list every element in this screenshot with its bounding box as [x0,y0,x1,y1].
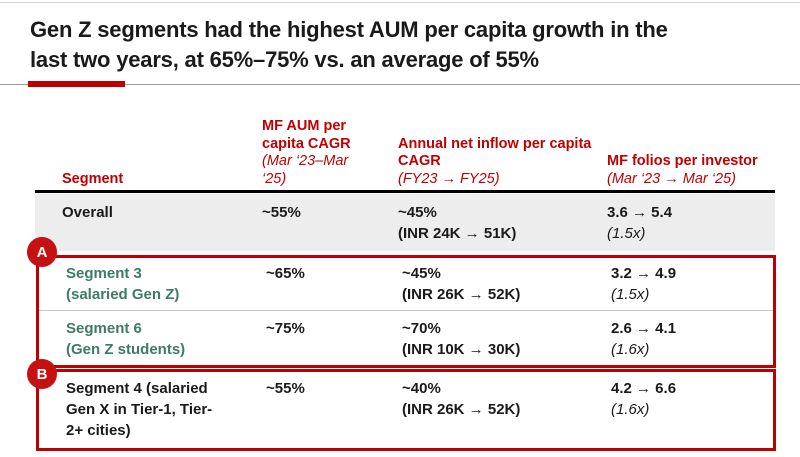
segment3-name: Segment 3 [66,265,142,282]
title-rule-red-accent [28,81,125,87]
top-hairline [0,2,800,3]
segment4-aum-value: ~55% [266,380,305,397]
segment3-inflow-value: ~45% [402,265,441,282]
segment3-inflow-note: (INR 26K → 52K) [402,286,521,303]
highlight-box-group-b: Segment 4 (salaried Gen X in Tier-1, Tie… [36,369,776,451]
group-a-badge: A [27,237,57,267]
column-header-aum-title: MF AUM per capita CAGR [262,118,351,152]
segment3-aum-value: ~65% [266,265,305,282]
segment3-folios-cell: 3.2 → 4.9 (1.5x) [611,263,771,305]
table-header-row: Segment MF AUM per capita CAGR (Mar ‘23–… [0,98,800,190]
segment6-aum-value: ~75% [266,320,305,337]
column-header-folios-subtitle: (Mar ‘23 → Mar ‘25) [607,170,736,187]
highlight-box-group-a: Segment 3 (salaried Gen Z) ~65% ~45% (IN… [36,255,776,368]
segment6-folios-value: 2.6 → 4.1 [611,320,677,337]
column-header-inflow-title: Annual net inflow per capita CAGR [398,135,592,170]
segment6-segment-cell: Segment 6 (Gen Z students) [66,318,226,360]
page-title: Gen Z segments had the highest AUM per c… [30,15,770,75]
column-header-aum-subtitle: (Mar ‘23–Mar ‘25) [262,153,349,187]
page-title-line1: Gen Z segments had the highest AUM per c… [30,17,668,42]
overall-segment-cell: Overall [62,202,222,223]
column-header-folios-title: MF folios per investor [607,153,758,169]
segment6-inflow-cell: ~70% (INR 10K → 30K) [402,318,607,360]
column-header-folios: MF folios per investor (Mar ‘23 → Mar ‘2… [607,153,779,188]
segment6-description: (Gen Z students) [66,341,186,358]
table-row-overall: Overall ~55% ~45% (INR 24K → 51K) 3.6 → … [35,194,775,251]
segment4-name: Segment 4 (salaried Gen X in Tier-1, Tie… [66,380,213,439]
segment4-inflow-cell: ~40% (INR 26K → 52K) [402,378,607,420]
column-header-segment: Segment [62,171,222,189]
column-header-inflow-subtitle: (FY23 → FY25) [398,170,500,187]
segment6-folios-cell: 2.6 → 4.1 (1.6x) [611,318,771,360]
column-header-inflow-cagr: Annual net inflow per capita CAGR (FY23 … [398,136,594,189]
segment4-folios-multiplier: (1.6x) [611,401,650,418]
segment6-inflow-value: ~70% [402,320,441,337]
column-header-aum-cagr: MF AUM per capita CAGR (Mar ‘23–Mar ‘25) [262,118,368,188]
overall-folios-cell: 3.6 → 5.4 (1.5x) [607,202,767,244]
group-b-badge: B [27,359,57,389]
overall-inflow-value: ~45% [398,204,437,221]
segment6-inflow-note: (INR 10K → 30K) [402,341,521,358]
segment3-folios-multiplier: (1.5x) [611,286,650,303]
segment6-aum-cell: ~75% [266,318,366,339]
segment4-folios-value: 4.2 → 6.6 [611,380,677,397]
overall-inflow-cell: ~45% (INR 24K → 51K) [398,202,603,244]
overall-inflow-note: (INR 24K → 51K) [398,225,517,242]
group-a-row-divider [39,310,773,311]
title-rule-gray [0,84,800,85]
segment3-segment-cell: Segment 3 (salaried Gen Z) [66,263,226,305]
segment3-folios-value: 3.2 → 4.9 [611,265,677,282]
segment4-inflow-note: (INR 26K → 52K) [402,401,521,418]
overall-segment-label: Overall [62,204,113,221]
segment4-aum-cell: ~55% [266,378,366,399]
segment4-segment-cell: Segment 4 (salaried Gen X in Tier-1, Tie… [66,378,224,441]
overall-aum-cell: ~55% [262,202,362,223]
segment6-name: Segment 6 [66,320,142,337]
column-header-segment-label: Segment [62,170,124,187]
segment3-inflow-cell: ~45% (INR 26K → 52K) [402,263,607,305]
overall-folios-multiplier: (1.5x) [607,225,646,242]
segment4-folios-cell: 4.2 → 6.6 (1.6x) [611,378,771,420]
overall-aum-value: ~55% [262,204,301,221]
overall-folios-value: 3.6 → 5.4 [607,204,673,221]
page-title-line2: last two years, at 65%–75% vs. an averag… [30,47,539,72]
segment4-inflow-value: ~40% [402,380,441,397]
segment6-folios-multiplier: (1.6x) [611,341,650,358]
table-header-underline [35,190,775,193]
segment3-description: (salaried Gen Z) [66,286,180,303]
segment3-aum-cell: ~65% [266,263,366,284]
